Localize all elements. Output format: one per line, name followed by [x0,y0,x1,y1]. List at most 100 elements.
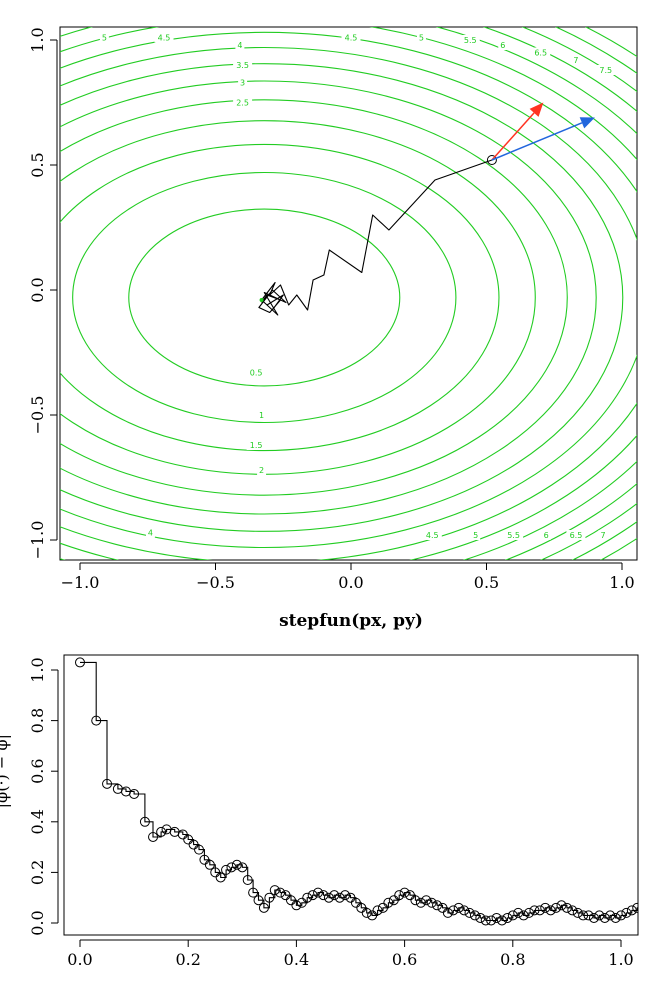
data-point [491,912,502,923]
x-tick-label: 0.8 [500,950,525,969]
data-point [524,907,535,918]
contour-label-bg [416,32,426,43]
contour-label-bg [145,527,155,538]
data-point [486,915,497,926]
x-tick-label: 0.5 [474,573,499,592]
data-point [394,890,405,901]
x-tick-label: 1.0 [608,950,633,969]
plot-frame [63,654,639,936]
data-point [313,887,324,898]
data-point [356,902,367,913]
data-point [556,900,567,911]
data-point [459,905,470,916]
data-point [139,816,150,827]
contour-label: 5.5 [464,36,477,45]
data-point [75,657,85,668]
contour-line-13 [554,27,637,560]
data-point [545,905,556,916]
contour-label: 4 [148,529,153,538]
data-point [91,715,102,726]
data-point [513,907,524,918]
data-point [421,895,432,906]
data-point [442,907,453,918]
data-point [594,910,605,921]
x-tick-label: 0.0 [338,573,363,592]
data-point [350,897,361,908]
step-line [80,661,638,922]
y-tick-label: 0.5 [28,152,47,177]
data-point [469,910,480,921]
data-point [496,915,507,926]
data-point [102,778,113,789]
data-point [453,902,464,913]
data-point [588,912,599,923]
path-start-marker [486,155,497,165]
contour-label: 4.5 [426,531,439,540]
contour-line-7 [60,47,637,548]
data-point [323,892,334,903]
data-point [345,892,356,903]
data-point [605,910,616,921]
contour-line-0 [128,208,401,387]
data-point [383,897,394,908]
data-point [129,788,140,799]
contour-label-bg [471,530,481,540]
y-tick-label: −1.0 [28,521,47,560]
y-tick-label: 1.0 [28,657,47,682]
x-tick-label: 1.0 [609,573,634,592]
contour-label: 1.5 [250,441,263,450]
data-point [599,912,610,923]
contour-label: 5 [419,34,424,43]
contour-label: 3 [240,79,245,88]
y-axis-title: |φ(·) − φ| [0,734,11,808]
optimization-path [258,159,493,316]
contour-label: 4.5 [158,34,171,43]
data-point [432,900,443,911]
data-point [540,902,551,913]
data-point [318,890,329,901]
data-point [242,874,253,885]
data-point [551,902,562,913]
contour-line-8 [60,31,637,560]
data-point [507,910,518,921]
gradient-arrow-head-0 [529,102,544,117]
contour-label-bg [233,97,253,108]
contour-label: 7 [600,531,605,540]
data-point [578,910,589,921]
x-tick-label: 0.4 [284,950,309,969]
data-point [583,910,594,921]
data-point [237,862,248,873]
data-point [210,867,221,878]
contour-label: 7.5 [599,66,612,75]
contour-label: 1 [259,411,264,420]
x-tick-label: −0.5 [196,573,235,592]
data-point [567,905,578,916]
contour-label: 5.5 [507,531,520,540]
y-tick-label: 0.2 [28,860,47,885]
data-point [253,895,264,906]
contour-line-6 [60,63,624,532]
contour-line-10 [60,27,637,560]
contour-label-bg [566,530,586,540]
path-end-marker [259,298,264,302]
contour-label-bg [460,35,480,45]
data-point [448,905,459,916]
contour-line-5 [60,80,597,515]
contour-label: 5 [102,34,107,43]
data-point [188,839,199,850]
y-tick-label: 0.0 [28,910,47,935]
data-point [148,831,159,842]
data-point [464,907,475,918]
contour-lines [60,27,637,560]
x-axis-title: stepfun(px, py) [279,611,423,631]
contour-line-2 [60,143,500,452]
gradient-arrow-line-1 [491,122,583,161]
contour-label-bg [531,47,551,58]
step-series [75,657,638,926]
contour-chart: 0.5 1 1.5 2 2.5 3 3.5 4 4.5 5 4.5 5 5.5 6 6.5 7 7.5 4 4.5 5… [28,26,638,631]
contour-label-bg [99,32,109,43]
data-point [372,905,383,916]
contour-label: 4.5 [345,34,358,43]
y-tick-label: 0.8 [28,708,47,733]
